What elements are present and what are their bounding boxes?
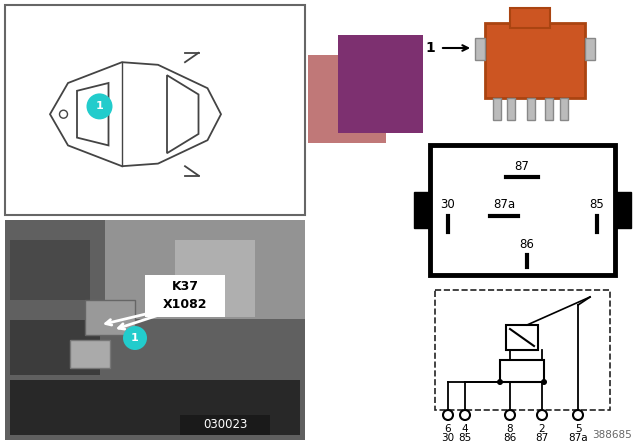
Bar xyxy=(338,35,423,133)
Text: 86: 86 xyxy=(520,238,534,251)
Text: 1: 1 xyxy=(95,101,104,112)
Text: 87: 87 xyxy=(536,433,548,443)
Bar xyxy=(585,38,595,60)
Text: 1: 1 xyxy=(425,41,435,55)
Bar xyxy=(430,145,615,275)
Text: 86: 86 xyxy=(504,433,516,443)
Bar xyxy=(493,98,501,120)
Text: 85: 85 xyxy=(458,433,472,443)
Bar xyxy=(10,320,100,375)
Bar xyxy=(5,5,305,215)
Bar xyxy=(175,240,255,317)
Circle shape xyxy=(537,410,547,420)
Text: 388685: 388685 xyxy=(592,430,632,440)
Bar xyxy=(180,415,270,435)
Bar xyxy=(85,300,135,335)
Text: 1: 1 xyxy=(131,333,139,343)
Text: 4: 4 xyxy=(461,424,468,434)
Text: 87a: 87a xyxy=(493,198,515,211)
Bar xyxy=(5,220,305,440)
Text: 87: 87 xyxy=(515,160,529,173)
Bar xyxy=(105,220,305,319)
Circle shape xyxy=(505,410,515,420)
Bar xyxy=(560,98,568,120)
Text: 6: 6 xyxy=(445,424,451,434)
Text: K37
X1082: K37 X1082 xyxy=(163,280,207,311)
Bar xyxy=(506,325,538,350)
Text: 85: 85 xyxy=(589,198,604,211)
Circle shape xyxy=(573,410,583,420)
Text: 30: 30 xyxy=(440,198,456,211)
Bar xyxy=(10,240,90,300)
Circle shape xyxy=(86,93,113,120)
Bar xyxy=(70,340,110,368)
Bar xyxy=(527,98,535,120)
Bar xyxy=(10,380,300,435)
Circle shape xyxy=(497,379,503,385)
Text: 030023: 030023 xyxy=(203,418,247,431)
Bar xyxy=(435,290,610,410)
Bar xyxy=(510,8,550,28)
Circle shape xyxy=(123,326,147,350)
Bar xyxy=(507,98,515,120)
Text: 30: 30 xyxy=(442,433,454,443)
Text: 5: 5 xyxy=(575,424,581,434)
Bar xyxy=(145,275,225,317)
Bar xyxy=(615,192,631,228)
Bar xyxy=(545,98,553,120)
Circle shape xyxy=(541,379,547,385)
Bar xyxy=(308,55,386,143)
Bar xyxy=(485,23,585,98)
Bar xyxy=(500,360,544,382)
Bar xyxy=(414,192,430,228)
Text: 2: 2 xyxy=(539,424,545,434)
Text: 87a: 87a xyxy=(568,433,588,443)
Circle shape xyxy=(460,410,470,420)
Text: 8: 8 xyxy=(507,424,513,434)
Bar xyxy=(475,38,485,60)
Circle shape xyxy=(443,410,453,420)
